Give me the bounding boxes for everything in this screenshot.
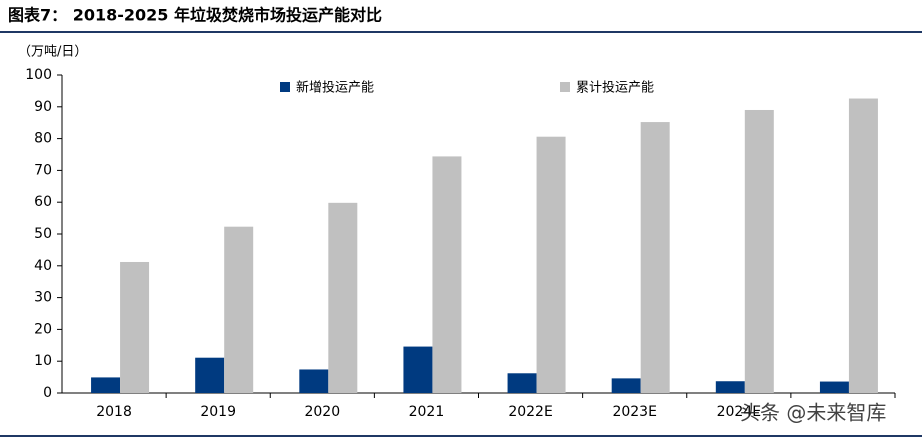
y-tick-label: 0 [43,385,52,401]
x-tick-label: 2019 [200,404,236,420]
legend-swatch [280,82,290,92]
x-tick-label: 2022E [508,404,552,420]
legend-swatch [560,82,570,92]
bar [507,373,537,393]
legend-label: 新增投运产能 [296,80,374,96]
bar [224,226,254,393]
y-tick-label: 100 [25,67,52,83]
x-tick-label: 2023E [612,404,656,420]
y-tick-label: 10 [34,353,52,369]
x-tick-label: 2020 [304,404,340,420]
y-tick-label: 90 [34,99,52,115]
bar [195,357,225,393]
bar [640,122,670,394]
bar [299,369,329,393]
y-tick-label: 20 [34,321,52,337]
y-tick-label: 60 [34,194,52,210]
legend-label: 累计投运产能 [576,80,654,96]
bar [403,346,433,393]
bar [744,109,774,393]
y-tick-label: 70 [34,162,52,178]
bar [120,261,150,393]
y-axis-label: （万吨/日） [18,45,87,60]
y-tick-label: 80 [34,131,52,147]
bar [536,136,566,393]
y-tick-label: 40 [34,258,52,274]
y-tick-label: 30 [34,290,52,306]
bar [328,202,358,393]
bar [432,156,462,393]
chart-title: 图表7： 2018-2025 年垃圾焚烧市场投运产能对比 [8,6,382,25]
x-tick-label: 2024E [717,404,761,420]
bar [611,378,641,393]
bar [91,377,121,393]
watermark: 头条 @未来智库 [740,401,886,425]
y-tick-label: 50 [34,226,52,242]
x-tick-label: 2018 [96,404,132,420]
bar [848,98,878,394]
bar [819,381,849,393]
bar [715,381,745,393]
x-tick-label: 2021 [409,404,445,420]
